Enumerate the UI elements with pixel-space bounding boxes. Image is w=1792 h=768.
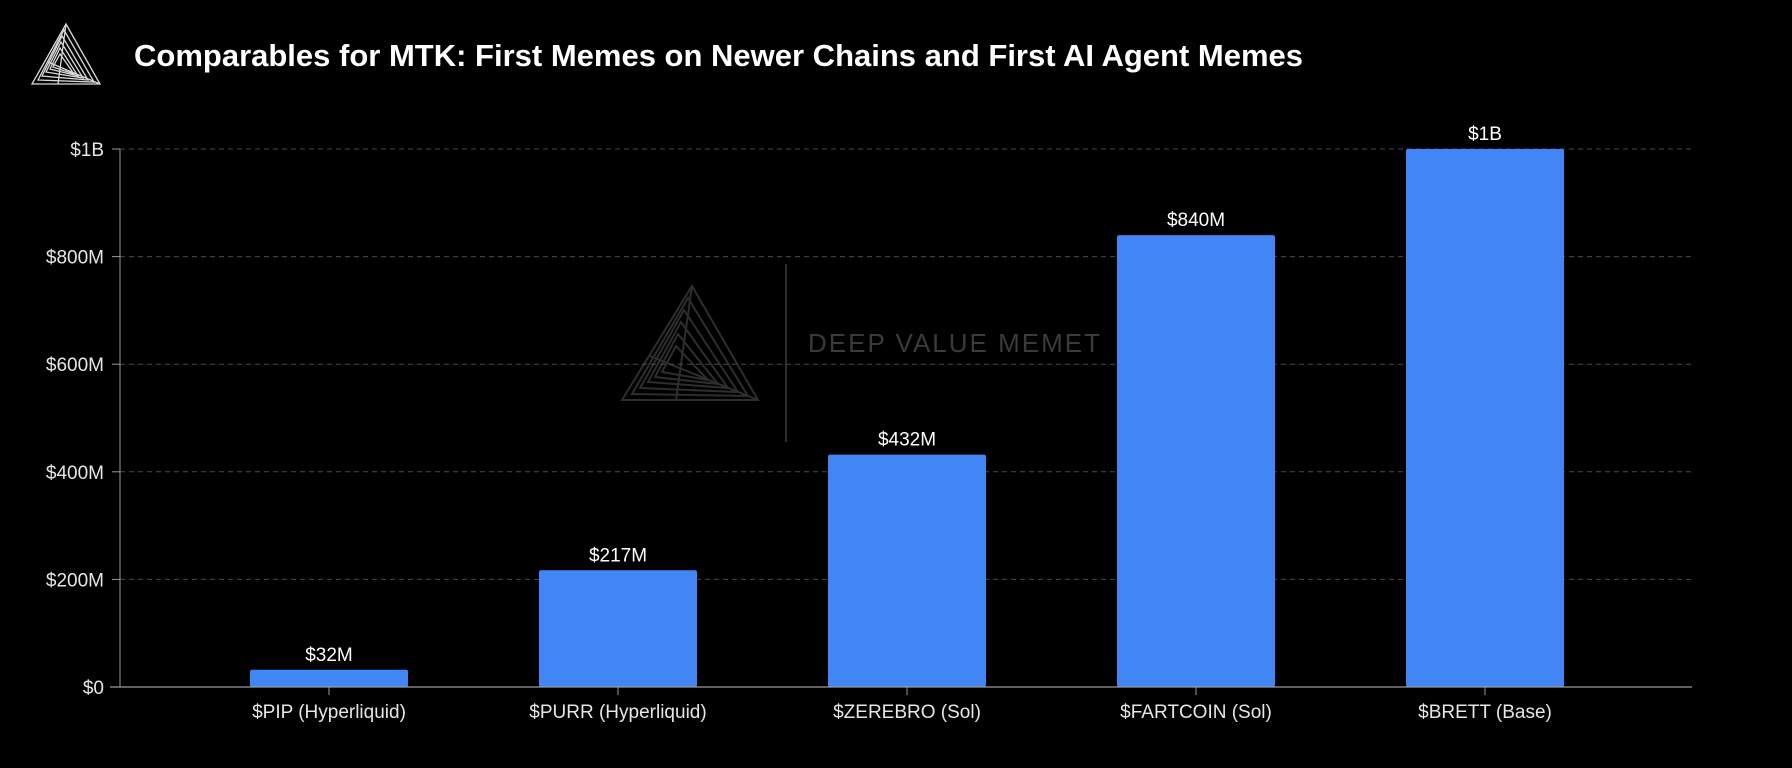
watermark: DEEP VALUE MEMET [620, 264, 1102, 442]
y-tick-label: $400M [46, 463, 104, 484]
triangle-spiral-logo-icon [30, 22, 102, 85]
x-tick-label: $BRETT (Base) [1418, 702, 1552, 723]
y-tick-label: $600M [46, 355, 104, 376]
page-title: Comparables for MTK: First Memes on Newe… [134, 38, 1304, 73]
bar [539, 570, 697, 687]
x-tick-label: $ZEREBRO (Sol) [833, 702, 981, 723]
y-tick-label: $200M [46, 570, 104, 591]
bar-value-label: $840M [1167, 210, 1225, 231]
y-tick-label: $0 [83, 678, 104, 699]
watermark-text: DEEP VALUE MEMET [808, 328, 1102, 358]
x-tick-label: $PURR (Hyperliquid) [529, 702, 706, 723]
bar-value-label: $432M [878, 430, 936, 451]
x-tick-label: $FARTCOIN (Sol) [1120, 702, 1272, 723]
x-tick-label: $PIP (Hyperliquid) [252, 702, 406, 723]
bar [250, 669, 408, 687]
bar [1406, 149, 1564, 687]
triangle-spiral-watermark-icon [620, 284, 760, 401]
bar [828, 454, 986, 687]
bar [1117, 235, 1275, 687]
bar-value-label: $1B [1468, 124, 1502, 145]
y-tick-label: $1B [70, 140, 104, 161]
bar-value-label: $32M [305, 645, 353, 666]
y-tick-label: $800M [46, 248, 104, 269]
bar-value-label: $217M [589, 545, 647, 566]
